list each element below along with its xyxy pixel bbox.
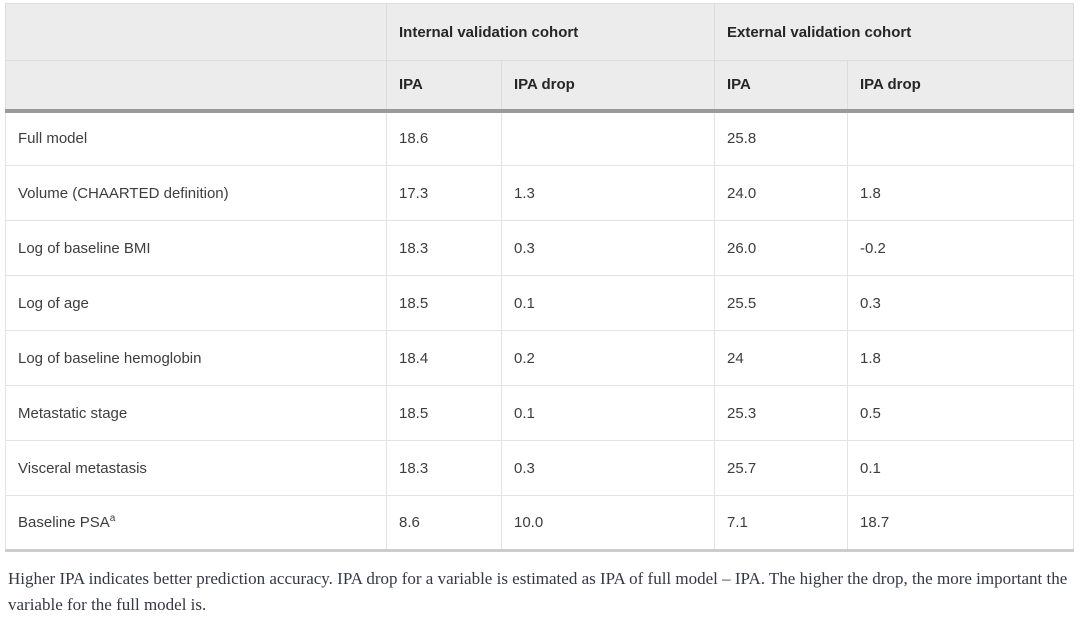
header-stub (5, 3, 387, 61)
cell-external-ipa-drop: 1.8 (847, 330, 1074, 386)
table-header: Internal validation cohort External vali… (5, 3, 1074, 113)
table-row: Volume (CHAARTED definition) 17.3 1.3 24… (5, 165, 1074, 221)
cell-external-ipa: 25.3 (714, 385, 848, 441)
cell-external-ipa: 25.7 (714, 440, 848, 496)
table-row: Full model 18.6 25.8 (5, 110, 1074, 166)
cell-external-ipa-drop: 18.7 (847, 495, 1074, 552)
cell-internal-ipa: 18.5 (386, 385, 502, 441)
header-sub-row: IPA IPA drop IPA IPA drop (5, 60, 1074, 113)
cell-internal-ipa: 18.5 (386, 275, 502, 331)
header-external-ipa: IPA (714, 60, 848, 113)
cell-internal-ipa-drop (501, 110, 715, 166)
row-label-cell: Volume (CHAARTED definition) (5, 165, 387, 221)
cell-internal-ipa: 18.4 (386, 330, 502, 386)
cell-external-ipa-drop: 1.8 (847, 165, 1074, 221)
cell-internal-ipa-drop: 0.3 (501, 440, 715, 496)
cell-internal-ipa: 18.3 (386, 440, 502, 496)
row-label: Metastatic stage (18, 404, 128, 422)
header-internal-cohort: Internal validation cohort (386, 3, 715, 61)
cell-external-ipa: 7.1 (714, 495, 848, 552)
table-row: Baseline PSAa 8.6 10.0 7.1 18.7 (5, 495, 1074, 552)
header-stub-2 (5, 60, 387, 113)
row-label: Visceral metastasis (18, 459, 147, 477)
cell-external-ipa-drop: 0.5 (847, 385, 1074, 441)
row-label: Log of age (18, 294, 89, 312)
cell-internal-ipa: 18.3 (386, 220, 502, 276)
row-label: Full model (18, 130, 88, 148)
cell-external-ipa-drop: -0.2 (847, 220, 1074, 276)
ipa-table: Internal validation cohort External vali… (5, 3, 1074, 552)
cell-external-ipa: 26.0 (714, 220, 848, 276)
cell-internal-ipa-drop: 0.1 (501, 385, 715, 441)
row-label: Log of baseline BMI (18, 239, 151, 257)
table-body: Full model 18.6 25.8 Volume (CHAARTED de… (5, 110, 1074, 552)
row-label-cell: Metastatic stage (5, 385, 387, 441)
header-external-cohort: External validation cohort (714, 3, 1074, 61)
cell-external-ipa: 24 (714, 330, 848, 386)
cell-external-ipa-drop: 0.3 (847, 275, 1074, 331)
cell-external-ipa: 25.8 (714, 110, 848, 166)
row-label-cell: Baseline PSAa (5, 495, 387, 552)
table-footnote: Higher IPA indicates better prediction a… (8, 569, 1068, 614)
table-row: Log of baseline hemoglobin 18.4 0.2 24 1… (5, 330, 1074, 386)
cell-internal-ipa-drop: 10.0 (501, 495, 715, 552)
row-label-cell: Log of baseline BMI (5, 220, 387, 276)
header-external-ipa-drop: IPA drop (847, 60, 1074, 113)
table-row: Log of age 18.5 0.1 25.5 0.3 (5, 275, 1074, 331)
cell-internal-ipa: 17.3 (386, 165, 502, 221)
row-label: Log of baseline hemoglobin (18, 349, 202, 367)
header-internal-ipa: IPA (386, 60, 502, 113)
cell-internal-ipa-drop: 0.3 (501, 220, 715, 276)
cell-external-ipa-drop: 0.1 (847, 440, 1074, 496)
row-label-cell: Visceral metastasis (5, 440, 387, 496)
table-row: Metastatic stage 18.5 0.1 25.3 0.5 (5, 385, 1074, 441)
header-internal-ipa-drop: IPA drop (501, 60, 715, 113)
row-label-cell: Log of age (5, 275, 387, 331)
cell-external-ipa: 24.0 (714, 165, 848, 221)
row-label-superscript: a (109, 513, 116, 524)
cell-internal-ipa: 18.6 (386, 110, 502, 166)
cell-internal-ipa-drop: 0.1 (501, 275, 715, 331)
table-row: Visceral metastasis 18.3 0.3 25.7 0.1 (5, 440, 1074, 496)
row-label-cell: Log of baseline hemoglobin (5, 330, 387, 386)
row-label: Baseline PSA (18, 514, 110, 531)
cell-external-ipa-drop (847, 110, 1074, 166)
cell-internal-ipa: 8.6 (386, 495, 502, 552)
cell-internal-ipa-drop: 1.3 (501, 165, 715, 221)
cell-internal-ipa-drop: 0.2 (501, 330, 715, 386)
table-row: Log of baseline BMI 18.3 0.3 26.0 -0.2 (5, 220, 1074, 276)
row-label-cell: Full model (5, 110, 387, 166)
header-group-row: Internal validation cohort External vali… (5, 3, 1074, 61)
cell-external-ipa: 25.5 (714, 275, 848, 331)
row-label: Volume (CHAARTED definition) (18, 184, 229, 202)
